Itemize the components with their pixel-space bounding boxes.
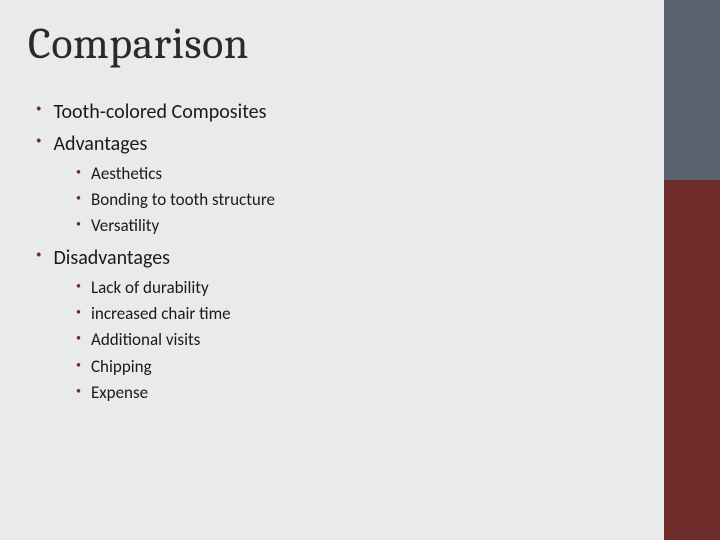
list-item-text: increased chair time [91,303,231,325]
bullet-icon: • [76,329,81,347]
bullet-icon: • [36,245,41,265]
bullet-icon: • [76,215,81,233]
list-item: • Advantages [28,131,624,157]
list-item: • Chipping [28,356,624,378]
list-item-text: Additional visits [91,329,200,351]
bullet-list: • Tooth-colored Composites • Advantages … [28,99,624,404]
list-item-text: Disadvantages [53,245,170,271]
list-item: • Bonding to tooth structure [28,189,624,211]
list-item: • increased chair time [28,303,624,325]
bullet-icon: • [76,163,81,181]
list-item-text: Aesthetics [91,163,162,185]
list-item: • Versatility [28,215,624,237]
list-item-text: Chipping [91,356,152,378]
bullet-icon: • [76,356,81,374]
bullet-icon: • [76,189,81,207]
decorative-sidebar [664,0,720,540]
sidebar-bottom-block [664,180,720,540]
bullet-icon: • [36,131,41,151]
slide-title: Comparison [28,18,624,69]
bullet-icon: • [76,277,81,295]
list-item: • Tooth-colored Composites [28,99,624,125]
list-item: • Expense [28,382,624,404]
list-item-text: Advantages [53,131,147,157]
bullet-icon: • [76,382,81,400]
list-item-text: Tooth-colored Composites [53,99,266,125]
list-item: • Disadvantages [28,245,624,271]
list-item: • Additional visits [28,329,624,351]
list-item: • Aesthetics [28,163,624,185]
list-item-text: Expense [91,382,148,404]
list-item-text: Lack of durability [91,277,209,299]
list-item: • Lack of durability [28,277,624,299]
list-item-text: Bonding to tooth structure [91,189,275,211]
sidebar-top-block [664,0,720,180]
bullet-icon: • [36,99,41,119]
bullet-icon: • [76,303,81,321]
list-item-text: Versatility [91,215,159,237]
slide-content: Comparison • Tooth-colored Composites • … [0,0,664,428]
